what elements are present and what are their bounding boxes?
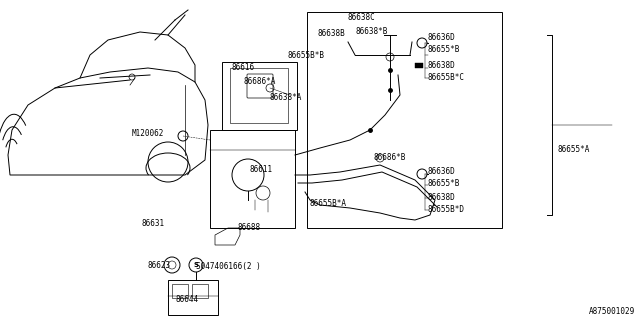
Text: S: S [193,262,198,268]
Text: 86638D: 86638D [428,60,456,69]
Bar [307,12,502,228]
Text: 86638C: 86638C [348,13,376,22]
Text: 86655B*D: 86655B*D [428,205,465,214]
Text: 86636D: 86636D [428,34,456,43]
Text: 86631: 86631 [142,220,165,228]
FancyBboxPatch shape [415,63,423,68]
Text: 86655B*C: 86655B*C [428,73,465,82]
Text: 86688: 86688 [238,222,261,231]
Bar [192,284,208,298]
Text: 86638D: 86638D [428,194,456,203]
Text: 86655*B: 86655*B [428,180,460,188]
Bar [172,284,188,298]
Text: 86655B*A: 86655B*A [310,199,347,209]
Bar [168,280,218,315]
Text: S047406166(2 ): S047406166(2 ) [196,261,260,270]
Text: 86623: 86623 [148,261,171,270]
Text: 86655*A: 86655*A [558,146,590,155]
Text: 86616: 86616 [232,63,255,73]
Text: 86638*B: 86638*B [356,27,388,36]
Text: 86644: 86644 [175,295,198,305]
Text: M120062: M120062 [132,129,164,138]
Text: 86655B*B: 86655B*B [287,52,324,60]
Text: 86655*B: 86655*B [428,45,460,54]
Text: 86638B: 86638B [318,28,346,37]
Text: 86636D: 86636D [428,167,456,177]
Text: 86638*A: 86638*A [270,92,302,101]
Text: 86686*B: 86686*B [374,154,406,163]
Text: A875001029: A875001029 [589,308,635,316]
Text: 86686*A: 86686*A [243,76,275,85]
Text: 86611: 86611 [249,165,272,174]
